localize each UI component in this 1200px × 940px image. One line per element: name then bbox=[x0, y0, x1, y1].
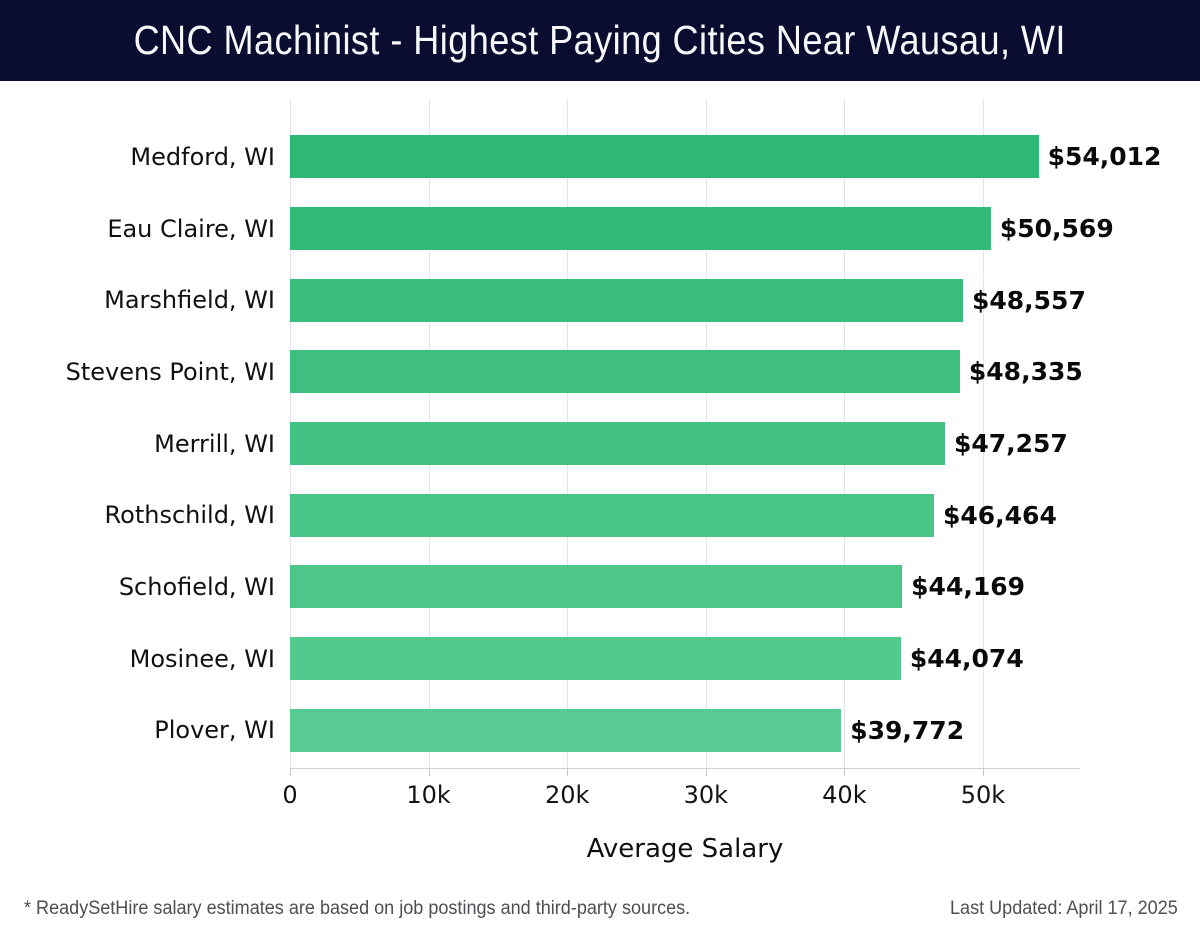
bar-chart: Medford, WI $54,012 Eau Claire, WI $50,569 M… bbox=[0, 81, 1200, 890]
x-tick-label: 50k bbox=[960, 781, 1006, 809]
salary-value-label: $54,012 bbox=[1047, 142, 1162, 172]
category-label: Medford, WI bbox=[130, 142, 275, 171]
x-tick-label: 40k bbox=[822, 781, 867, 809]
tick-mark bbox=[982, 768, 984, 776]
salary-value-label: $48,557 bbox=[971, 285, 1086, 315]
tick-mark bbox=[428, 768, 430, 776]
salary-bar bbox=[290, 207, 991, 251]
salary-bar bbox=[290, 135, 1039, 179]
tick-mark bbox=[290, 768, 291, 776]
x-tick-label: 30k bbox=[683, 781, 728, 809]
category-label: Stevens Point, WI bbox=[65, 357, 275, 386]
bar-row: Schofield, WI $44,169 bbox=[0, 551, 1200, 623]
category-label: Mosinee, WI bbox=[129, 644, 275, 673]
footer-last-updated: Last Updated: April 17, 2025 bbox=[950, 898, 1178, 919]
bar-row: Marshfield, WI $48,557 bbox=[0, 264, 1200, 336]
x-tick-label: 0 bbox=[282, 781, 298, 809]
x-axis-line bbox=[290, 768, 1080, 769]
bar-track: $48,335 bbox=[290, 350, 1200, 394]
category-label: Marshfield, WI bbox=[104, 286, 275, 315]
tick-mark bbox=[567, 768, 569, 776]
tick-mark bbox=[705, 768, 707, 776]
salary-bar bbox=[290, 708, 842, 752]
bar-row: Eau Claire, WI $50,569 bbox=[0, 193, 1200, 265]
category-label: Rothschild, WI bbox=[104, 501, 275, 530]
x-tick-label: 10k bbox=[406, 781, 451, 809]
x-axis-title: Average Salary bbox=[586, 834, 784, 864]
category-label: Schofield, WI bbox=[118, 572, 275, 601]
salary-value-label: $46,464 bbox=[942, 500, 1057, 530]
bar-row: Medford, WI $54,012 bbox=[0, 121, 1200, 193]
bar-row: Mosinee, WI $44,074 bbox=[0, 623, 1200, 695]
chart-title: CNC Machinist - Highest Paying Cities Ne… bbox=[133, 17, 1067, 63]
salary-value-label: $44,169 bbox=[911, 572, 1026, 602]
salary-bar bbox=[290, 493, 934, 537]
footer-disclaimer: * ReadySetHire salary estimates are base… bbox=[24, 898, 691, 919]
footer: * ReadySetHire salary estimates are base… bbox=[0, 890, 1200, 940]
bar-track: $46,464 bbox=[290, 493, 1200, 537]
salary-value-label: $47,257 bbox=[953, 429, 1068, 459]
salary-bar bbox=[290, 350, 960, 394]
bar-row: Stevens Point, WI $48,335 bbox=[0, 336, 1200, 408]
bar-row: Rothschild, WI $46,464 bbox=[0, 479, 1200, 551]
bar-track: $44,169 bbox=[290, 565, 1200, 609]
bar-track: $54,012 bbox=[290, 135, 1200, 179]
salary-bar bbox=[290, 422, 945, 466]
tick-mark bbox=[844, 768, 846, 776]
bar-row: Plover, WI $39,772 bbox=[0, 695, 1200, 767]
bar-track: $50,569 bbox=[290, 207, 1200, 251]
salary-value-label: $44,074 bbox=[909, 644, 1024, 674]
salary-value-label: $39,772 bbox=[850, 715, 965, 745]
bar-track: $39,772 bbox=[290, 708, 1200, 752]
category-label: Eau Claire, WI bbox=[107, 214, 275, 243]
gridline bbox=[982, 99, 984, 768]
salary-bar bbox=[290, 565, 903, 609]
bar-track: $48,557 bbox=[290, 278, 1200, 322]
header-bar: CNC Machinist - Highest Paying Cities Ne… bbox=[0, 0, 1200, 81]
x-tick-label: 20k bbox=[544, 781, 590, 809]
salary-bar bbox=[290, 278, 963, 322]
category-label: Plover, WI bbox=[154, 716, 275, 745]
bar-rows: Medford, WI $54,012 Eau Claire, WI $50,569 M… bbox=[0, 121, 1200, 766]
bar-track: $47,257 bbox=[290, 422, 1200, 466]
salary-bar bbox=[290, 637, 901, 681]
salary-value-label: $48,335 bbox=[968, 357, 1083, 387]
category-label: Merrill, WI bbox=[154, 429, 275, 458]
salary-value-label: $50,569 bbox=[999, 214, 1114, 244]
bar-track: $44,074 bbox=[290, 637, 1200, 681]
bar-row: Merrill, WI $47,257 bbox=[0, 408, 1200, 480]
